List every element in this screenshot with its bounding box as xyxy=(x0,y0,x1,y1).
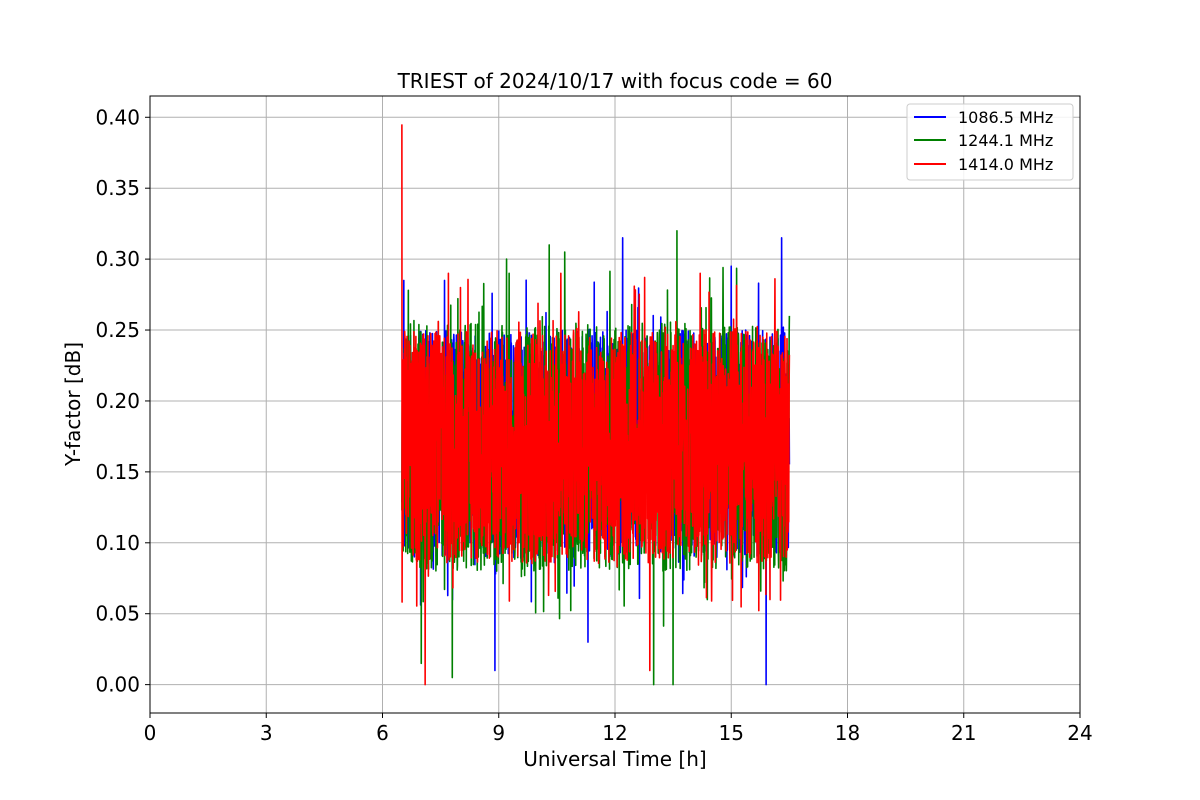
y-axis-label: Y-factor [dB] xyxy=(61,342,85,467)
y-tick-label: 0.30 xyxy=(95,247,140,271)
y-tick-label: 0.40 xyxy=(95,105,140,129)
y-tick-label: 0.10 xyxy=(95,531,140,555)
x-tick-label: 15 xyxy=(719,721,744,745)
y-tick-label: 0.20 xyxy=(95,389,140,413)
x-tick-label: 6 xyxy=(376,721,389,745)
y-tick-label: 0.15 xyxy=(95,460,140,484)
y-tick-label: 0.00 xyxy=(95,673,140,697)
x-tick-label: 24 xyxy=(1067,721,1092,745)
x-tick-label: 21 xyxy=(951,721,976,745)
x-tick-label: 18 xyxy=(835,721,860,745)
axis-ticks: 0 3 6 9 12 15 18 21 24 0.00 0.05 0.10 0.15 0.20 0.25 0.… xyxy=(95,105,1092,745)
legend-label-1244-1: 1244.1 MHz xyxy=(958,131,1053,150)
y-tick-label: 0.25 xyxy=(95,318,140,342)
x-axis-label: Universal Time [h] xyxy=(523,747,706,771)
x-tick-label: 12 xyxy=(602,721,627,745)
x-tick-label: 3 xyxy=(260,721,273,745)
chart-title: TRIEST of 2024/10/17 with focus code = 6… xyxy=(397,69,833,93)
x-tick-label: 0 xyxy=(144,721,157,745)
y-tick-label: 0.35 xyxy=(95,176,140,200)
x-tick-label: 9 xyxy=(492,721,505,745)
series-lines xyxy=(401,124,791,686)
series-line-1414-0-mhz xyxy=(401,124,791,686)
legend-label-1414-0: 1414.0 MHz xyxy=(958,155,1053,174)
legend: 1086.5 MHz 1244.1 MHz 1414.0 MHz xyxy=(906,103,1074,181)
y-tick-label: 0.05 xyxy=(95,602,140,626)
legend-label-1086-5: 1086.5 MHz xyxy=(958,108,1053,127)
legend-box xyxy=(906,103,1074,181)
